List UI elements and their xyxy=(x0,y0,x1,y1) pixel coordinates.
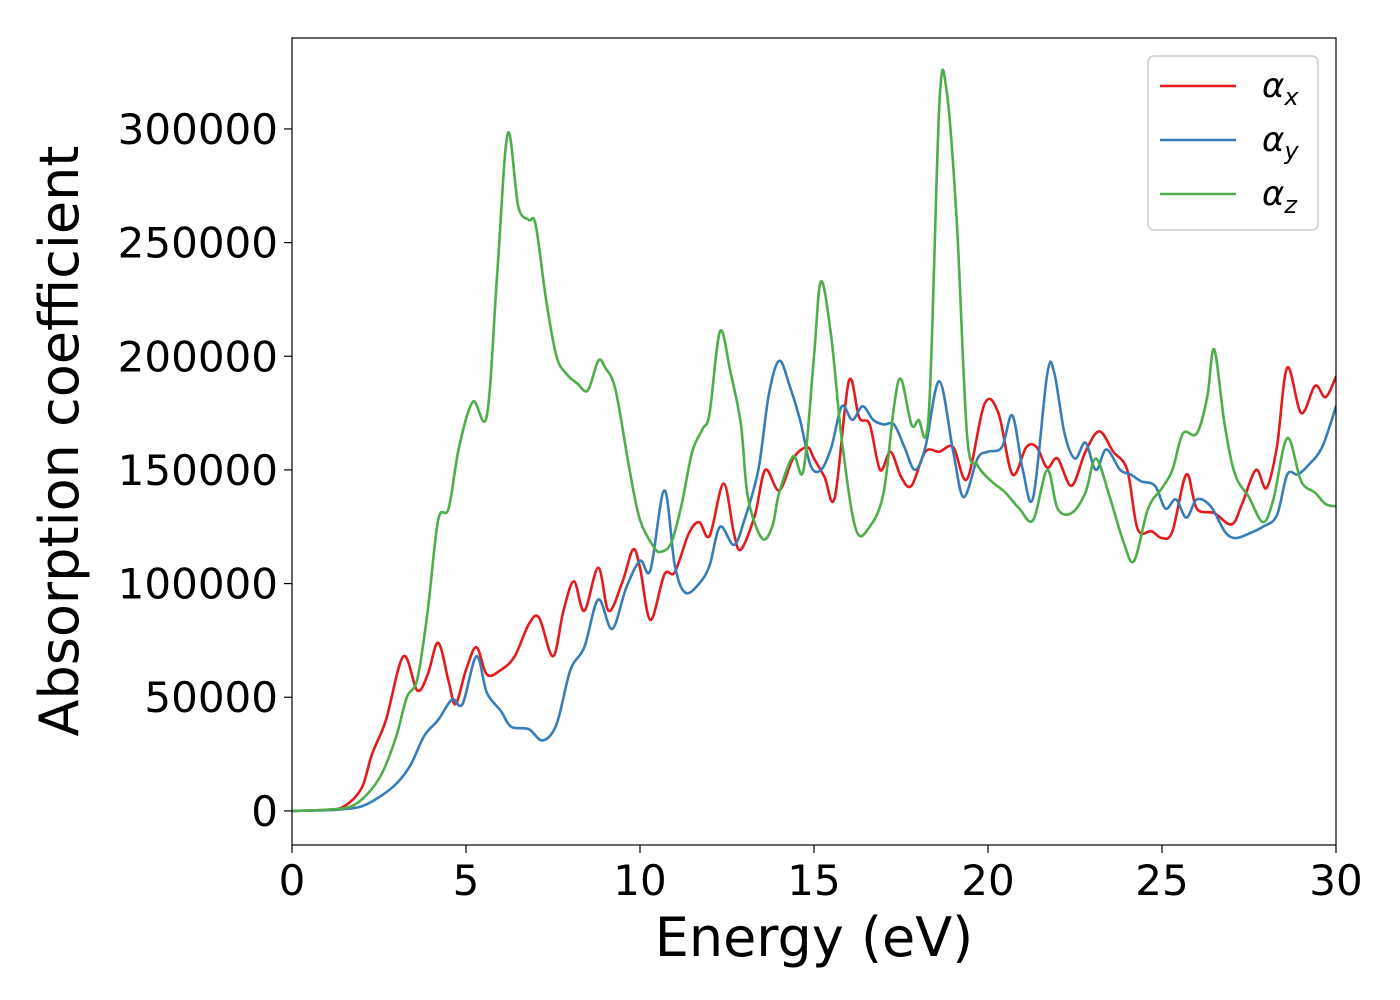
series-line-z xyxy=(292,68,1336,813)
x-tick-label: 25 xyxy=(1135,856,1188,905)
y-tick-label: 250000 xyxy=(118,219,278,268)
x-axis-title: Energy (eV) xyxy=(655,906,974,969)
legend: αx αy αz xyxy=(1147,55,1319,231)
x-tick-label: 0 xyxy=(279,856,306,905)
y-tick-label: 0 xyxy=(251,787,278,836)
y-tick-label: 300000 xyxy=(118,105,278,154)
legend-label-z: αz xyxy=(1262,174,1298,219)
y-axis: 0 50000 100000 150000 200000 250000 300000 xyxy=(118,105,292,836)
y-tick-label: 100000 xyxy=(118,560,278,609)
series-line-x xyxy=(292,366,1336,813)
y-tick-label: 200000 xyxy=(118,332,278,381)
y-axis-title: Absorption coefficient xyxy=(28,146,91,737)
series-line-y xyxy=(292,359,1336,813)
x-tick-label: 30 xyxy=(1309,856,1362,905)
x-tick-label: 10 xyxy=(613,856,666,905)
legend-label-y: αy xyxy=(1262,120,1299,165)
y-tick-label: 50000 xyxy=(144,673,278,722)
x-axis: 0 5 10 15 20 25 30 xyxy=(279,845,1363,905)
y-tick-label: 150000 xyxy=(118,446,278,495)
legend-label-x: αx xyxy=(1262,66,1299,111)
series-layer xyxy=(292,68,1336,813)
legend-box xyxy=(1147,55,1319,231)
x-tick-label: 15 xyxy=(787,856,840,905)
x-tick-label: 20 xyxy=(961,856,1014,905)
x-tick-label: 5 xyxy=(453,856,480,905)
